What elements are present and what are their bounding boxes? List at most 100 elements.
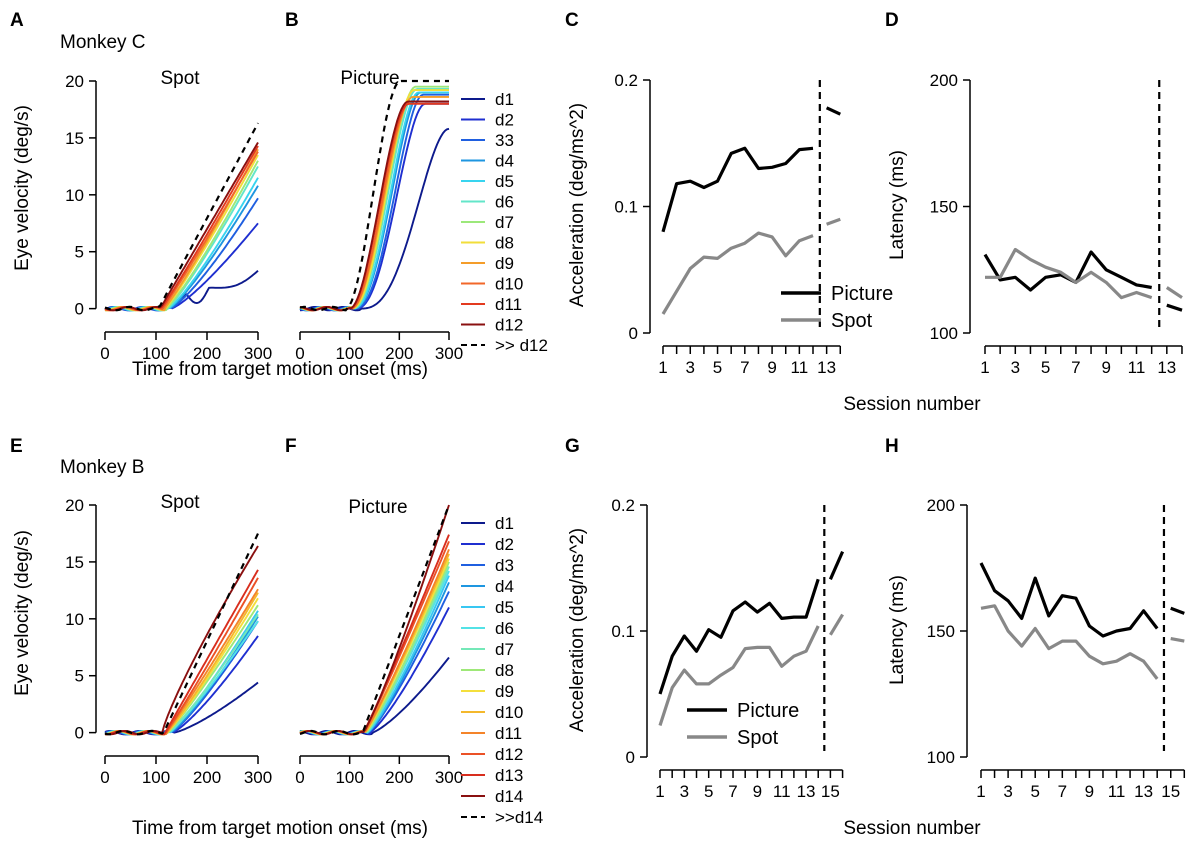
panel-g-x-tick-label: 1 [655,782,664,801]
panel-c-series-picture [661,146,814,233]
panel-g-y-tick-label: 0.1 [611,622,635,641]
panel-d-x-tick-label: 11 [1128,358,1146,377]
panel-e-y-tick-label: 15 [65,553,84,572]
panel-c-x-tick-label: 7 [740,358,749,377]
panel-letter-g: G [565,436,580,457]
panel-d-y-tick-label: 100 [930,324,958,343]
panel-a-y-tick-label: 10 [65,186,84,205]
panel-f-series-d14 [299,504,451,736]
panel-e-x-tick-label: 200 [193,768,221,787]
panel-b-series-33 [299,93,449,312]
panel-c-x-tick-label: 11 [791,358,809,377]
panel-g-y-tick-label: 0 [626,748,635,767]
panel-d-x-tick-label: 9 [1101,358,1110,377]
panel-e-y-tick-label: 0 [75,724,84,743]
panel-e-series-d10 [104,592,259,736]
panel-b-x-tick-label: 300 [435,344,463,363]
panel-g-series-spot-after [829,613,844,636]
panel-d-x-tick-label: 1 [980,358,989,377]
session-axis-label-top: Session number [843,394,981,415]
panel-d-x-tick-label: 13 [1157,358,1176,377]
panel-b-legend-label: 33 [495,131,514,150]
panel-b-legend-label: d5 [495,172,514,191]
panel-b-x-tick-label: 200 [385,344,413,363]
panel-b-legend-label: d6 [495,193,514,212]
panel-h-x-tick-label: 9 [1085,782,1094,801]
panel-d-x-tick-label: 7 [1071,358,1080,377]
panel-h-series-picture-after [1170,606,1185,615]
panel-letter-e: E [10,436,23,457]
session-axis-label-bottom: Session number [843,818,981,839]
panel-g-x-tick-label: 7 [728,782,737,801]
panel-b-legend-label: d8 [495,234,514,253]
panel-g-series-picture-after [828,550,845,580]
panel-f-x-tick-label: 300 [435,768,463,787]
panel-h-x-tick-label: 5 [1030,782,1039,801]
panel-b-series-d8 [299,89,449,312]
panel-f-series-d10 [299,553,450,736]
panel-h-y-tick-label: 200 [927,496,955,515]
panel-a-y-tick-label: 20 [65,72,84,91]
panel-h-y-tick-label: 150 [927,622,955,641]
panel-c-series-picture-after [825,106,841,116]
panel-a-series-d12 [104,122,259,312]
panel-f-legend-label: d6 [495,619,514,638]
panel-d-series-spot [985,247,1153,300]
panel-f-legend-label: d7 [495,640,514,659]
panel-a-x-tick-label: 100 [142,344,170,363]
panel-e-x-tick-label: 300 [244,768,272,787]
panel-f-legend-label: >>d14 [495,808,543,827]
panel-h-series-spot-after [1170,637,1185,643]
panel-b-title: Picture [340,68,399,89]
panel-c-x-tick-label: 1 [658,358,667,377]
panel-b-legend-label: d10 [495,275,523,294]
panel-g-x-tick-label: 9 [753,782,762,801]
panel-letter-a: A [10,10,24,31]
panel-f-legend-label: d13 [495,766,523,785]
panel-g-x-tick-label: 13 [797,782,816,801]
panel-c-y-tick-label: 0 [629,324,638,343]
panel-g-x-tick-label: 3 [680,782,689,801]
panel-h-x-tick-label: 11 [1108,782,1126,801]
panel-b-legend-label: d12 [495,316,523,335]
panel-d-series-picture-after [1166,303,1183,312]
panel-c-x-tick-label: 9 [767,358,776,377]
panel-h-series-picture [979,562,1159,638]
panel-a-x-tick-label: 300 [244,344,272,363]
panel-h-x-tick-label: 13 [1134,782,1153,801]
velocity-axis-label-bottom: Eye velocity (deg/s) [12,530,33,696]
panel-b-series-d7 [299,85,449,312]
monkey-b-label: Monkey B [60,457,144,478]
panel-b-series-d12 [299,100,449,312]
panel-h-x-tick-label: 7 [1058,782,1067,801]
panel-f-x-tick-label: 100 [335,768,363,787]
panel-f-legend-label: d5 [495,598,514,617]
panel-g-series-picture [658,578,820,695]
panel-f-title: Picture [348,497,407,518]
panel-e-x-tick-label: 0 [100,768,109,787]
panel-b-x-tick-label: 100 [335,344,363,363]
panel-e-y-tick-label: 20 [65,496,84,515]
panel-f-legend-label: d9 [495,682,514,701]
panel-g-series-spot [658,625,820,726]
panel-h-x-tick-label: 1 [976,782,985,801]
panel-b-legend-label: d11 [495,295,522,314]
panel-c-y-tick-label: 0.1 [614,198,638,217]
panel-a-x-tick-label: 200 [193,344,221,363]
panel-f-series-d11 [299,549,450,736]
panel-c-y-tick-label: 0.2 [614,71,638,90]
panel-b-x-tick-label: 0 [295,344,304,363]
panel-f-x-tick-label: 0 [295,768,304,787]
panel-b-series-d12 [299,79,449,312]
panel-letter-d: D [885,10,899,31]
panel-g-x-tick-label: 15 [821,782,840,801]
panel-h-series-spot [980,604,1159,680]
panel-d-x-tick-label: 3 [1011,358,1020,377]
panel-e-series-d14 [104,533,259,736]
panel-h-y-tick-label: 100 [927,748,955,767]
panel-e-title: Spot [160,492,200,513]
panel-g-y-tick-label: 0.2 [611,496,635,515]
panel-letter-b: B [285,10,299,31]
panel-c-x-tick-label: 13 [817,358,836,377]
